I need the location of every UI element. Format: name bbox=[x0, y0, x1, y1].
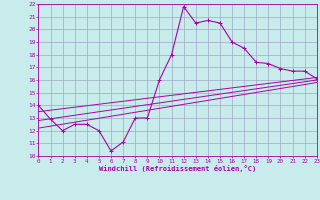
X-axis label: Windchill (Refroidissement éolien,°C): Windchill (Refroidissement éolien,°C) bbox=[99, 165, 256, 172]
